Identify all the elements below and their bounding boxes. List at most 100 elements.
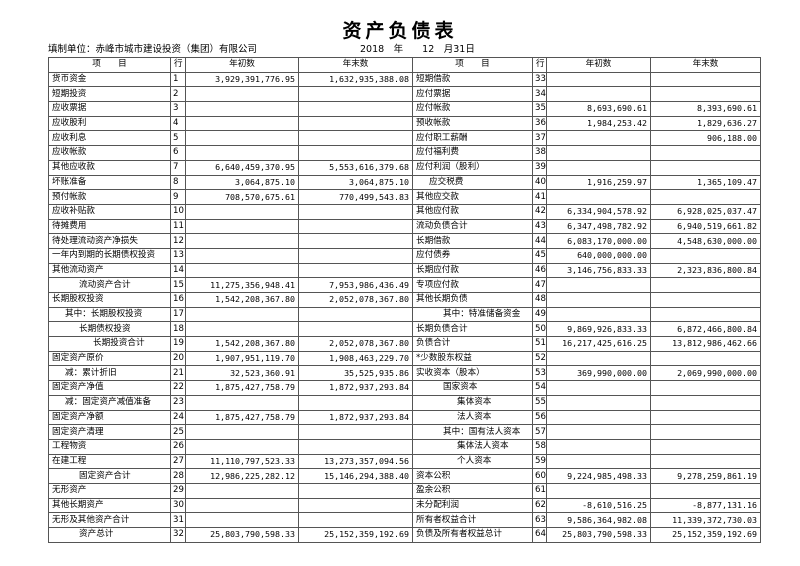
table-cell: 短期投资 xyxy=(48,86,171,103)
table-cell: 16,217,425,616.25 xyxy=(546,336,651,352)
table-cell xyxy=(650,438,761,455)
table-cell xyxy=(185,233,299,249)
table-row: 长期股权投资 16 1,542,208,367.80 2,052,078,367.80… xyxy=(48,292,761,308)
table-row: 在建工程 27 11,110,797,523.33 13,273,357,094.56… xyxy=(48,453,761,470)
table-cell: 其他应付款 xyxy=(412,203,533,220)
table-cell xyxy=(185,247,299,264)
table-cell xyxy=(298,262,413,279)
date: 2018 年 12 月31日 xyxy=(360,44,475,55)
table-cell: 1,542,208,367.80 xyxy=(185,292,299,308)
column-header: 行 xyxy=(532,57,547,73)
table-row: 固定资产合计 28 12,986,225,282.12 15,146,294,388.… xyxy=(48,468,761,484)
table-cell xyxy=(650,71,761,88)
table-cell: 货币资金 xyxy=(48,71,171,88)
table-cell xyxy=(298,130,413,147)
table-cell: 27 xyxy=(170,453,186,470)
table-cell xyxy=(546,394,651,411)
table-cell: 应付票据 xyxy=(412,86,533,103)
table-cell xyxy=(298,512,413,528)
table-cell: 长期应付款 xyxy=(412,262,533,279)
table-cell: 国家资本 xyxy=(412,380,533,396)
table-cell xyxy=(185,130,299,147)
table-cell: 770,499,543.83 xyxy=(298,189,413,205)
table-row: 流动资产合计 15 11,275,356,948.41 7,953,986,436.4… xyxy=(48,277,761,293)
table-cell: 其他流动资产 xyxy=(48,262,171,279)
table-cell xyxy=(298,306,413,323)
table-cell: 17 xyxy=(170,306,186,323)
table-cell xyxy=(650,409,761,426)
table-cell xyxy=(546,71,651,88)
table-cell: 10 xyxy=(170,203,186,220)
table-cell: 9,278,259,861.19 xyxy=(650,468,761,484)
table-cell xyxy=(546,86,651,103)
table-cell xyxy=(185,262,299,279)
table-cell: 坏账准备 xyxy=(48,174,171,191)
table-cell xyxy=(546,277,651,293)
table-cell: 其他应收款 xyxy=(48,159,171,176)
table-row: 其他流动资产 14 长期应付款 46 3,146,756,833.33 2,323,836… xyxy=(48,262,761,279)
table-cell: 9 xyxy=(170,189,186,205)
table-cell: 15,146,294,388.40 xyxy=(298,468,413,484)
table-row: 应收帐款 6 应付福利费 38 xyxy=(48,145,761,161)
table-cell: 应付职工薪酬 xyxy=(412,130,533,147)
column-header: 年初数 xyxy=(185,57,299,73)
table-cell xyxy=(185,512,299,528)
table-cell: 3,929,391,776.95 xyxy=(185,71,299,88)
table-cell: 应付帐款 xyxy=(412,101,533,117)
table-row: 坏账准备 8 3,064,875.10 3,064,875.10 应交税费 40 1,916… xyxy=(48,174,761,191)
table-cell xyxy=(546,453,651,470)
table-row: 减：固定资产减值准备 23 集体资本 55 xyxy=(48,394,761,411)
table-cell: 长期投资合计 xyxy=(48,336,171,352)
table-cell: 其他应交款 xyxy=(412,189,533,205)
table-cell: 60 xyxy=(532,468,547,484)
table-cell: 25,803,790,598.33 xyxy=(546,527,651,543)
table-cell xyxy=(650,145,761,161)
table-cell: 8,393,690.61 xyxy=(650,101,761,117)
table-cell: 集体资本 xyxy=(412,394,533,411)
table-row: 短期投资 2 应付票据 34 xyxy=(48,86,761,103)
table-row: 固定资产净额 24 1,875,427,758.79 1,872,937,293.84… xyxy=(48,409,761,426)
table-cell: 3 xyxy=(170,101,186,117)
table-cell: 其中：特准储备资金 xyxy=(412,306,533,323)
table-cell: 1,632,935,388.08 xyxy=(298,71,413,88)
table-row: 固定资产原价 20 1,907,951,119.70 1,908,463,229.70… xyxy=(48,350,761,367)
table-cell: 2,069,990,000.00 xyxy=(650,365,761,382)
table-cell xyxy=(298,86,413,103)
table-row: 预付帐款 9 708,570,675.61 770,499,543.83 其他应交款 41 xyxy=(48,189,761,205)
table-cell: 资产总计 xyxy=(48,527,171,543)
table-cell: 1,542,208,367.80 xyxy=(185,336,299,352)
table-cell xyxy=(185,145,299,161)
table-cell: 35,525,935.86 xyxy=(298,365,413,382)
table-cell xyxy=(546,380,651,396)
table-cell: 6,347,498,782.92 xyxy=(546,218,651,235)
table-cell: 12,986,225,282.12 xyxy=(185,468,299,484)
table-cell: 固定资产合计 xyxy=(48,468,171,484)
table-cell: 15 xyxy=(170,277,186,293)
table-cell: 22 xyxy=(170,380,186,396)
table-cell: 预收帐款 xyxy=(412,115,533,132)
table-cell: 应收票据 xyxy=(48,101,171,117)
table-cell: 1,365,109.47 xyxy=(650,174,761,191)
table-cell: 31 xyxy=(170,512,186,528)
table-row: 长期债权投资 18 长期负债合计 50 9,869,926,833.33 6,872,46… xyxy=(48,321,761,338)
table-cell: 1 xyxy=(170,71,186,88)
table-cell xyxy=(185,482,299,499)
table-cell xyxy=(546,130,651,147)
table-cell: 无形及其他资产合计 xyxy=(48,512,171,528)
table-cell: 13 xyxy=(170,247,186,264)
table-cell: 39 xyxy=(532,159,547,176)
table-cell: 1,872,937,293.84 xyxy=(298,409,413,426)
table-cell: 33 xyxy=(532,71,547,88)
table-cell: 其他长期资产 xyxy=(48,497,171,514)
table-cell: 2,052,078,367.80 xyxy=(298,336,413,352)
table-cell xyxy=(185,424,299,440)
table-cell: 58 xyxy=(532,438,547,455)
table-cell: 25,803,790,598.33 xyxy=(185,527,299,543)
table-cell: 46 xyxy=(532,262,547,279)
table-cell: 6,640,459,370.95 xyxy=(185,159,299,176)
table-cell: 实收资本（股本） xyxy=(412,365,533,382)
table-row: 其他应收款 7 6,640,459,370.95 5,553,616,379.68 应付… xyxy=(48,159,761,176)
table-cell xyxy=(298,233,413,249)
table-cell: 长期股权投资 xyxy=(48,292,171,308)
